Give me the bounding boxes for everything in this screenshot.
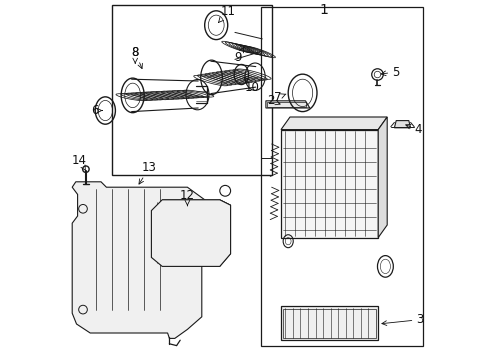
Text: 7: 7 [274, 91, 286, 104]
Polygon shape [220, 200, 231, 266]
Text: 9: 9 [234, 47, 244, 64]
Polygon shape [266, 101, 310, 108]
Text: 8: 8 [131, 46, 143, 68]
Text: 12: 12 [180, 189, 195, 206]
Bar [267, 102, 306, 107]
Text: 14: 14 [72, 154, 87, 171]
Polygon shape [162, 200, 231, 205]
Text: 6: 6 [91, 104, 102, 117]
Text: 1: 1 [320, 3, 329, 17]
Polygon shape [72, 182, 207, 338]
Polygon shape [151, 200, 231, 266]
Text: 10: 10 [244, 77, 260, 94]
Bar [112, 5, 272, 175]
Text: 3: 3 [382, 313, 423, 326]
Text: 5: 5 [381, 66, 399, 78]
Bar [261, 7, 423, 346]
Text: 13: 13 [139, 161, 157, 184]
Text: 11: 11 [219, 5, 235, 22]
Polygon shape [394, 121, 411, 128]
Text: 8: 8 [131, 46, 139, 63]
Polygon shape [281, 117, 387, 130]
Bar [283, 309, 376, 338]
Text: 2: 2 [267, 94, 280, 107]
Text: 4: 4 [406, 123, 421, 136]
Polygon shape [378, 117, 387, 238]
Bar [281, 306, 378, 340]
Bar [281, 130, 378, 238]
